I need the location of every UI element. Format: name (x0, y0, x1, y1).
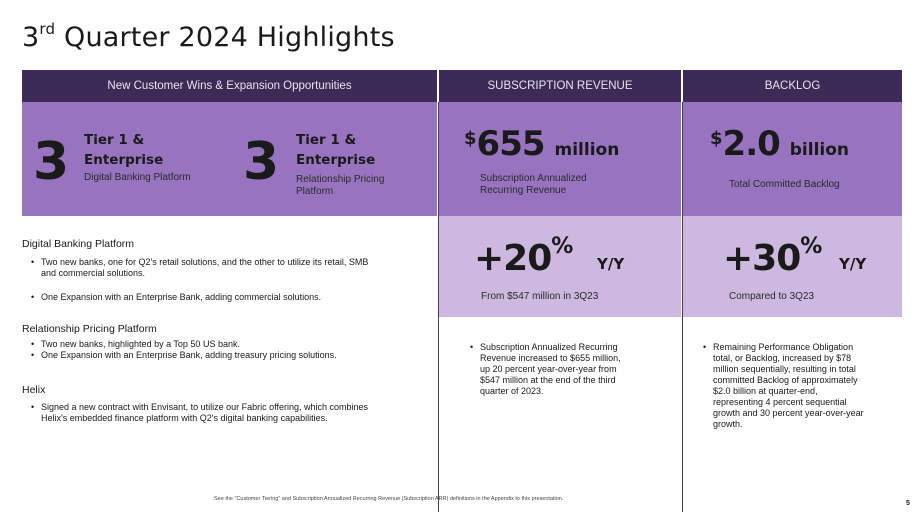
subscription-bullet: • Subscription Annualized Recurring Reve… (470, 342, 621, 396)
subscription-growth: +20% (474, 234, 573, 279)
page-number: 5 (906, 500, 910, 507)
bullet-dot-icon: • (31, 339, 35, 349)
subscription-panel (439, 102, 681, 216)
divider-left (438, 102, 439, 512)
bullet-dot-icon: • (703, 342, 707, 352)
bullet-dot-icon: • (31, 350, 35, 360)
digital-enterprise: Enterprise (84, 152, 164, 168)
backlog-panel (683, 102, 902, 216)
helix-heading: Helix (22, 384, 46, 396)
bullet-dot-icon: • (31, 292, 35, 302)
backlog-growth: +30% (723, 234, 822, 279)
backlog-yy: Y/Y (839, 255, 867, 273)
bullet-dot-icon: • (31, 402, 35, 412)
header-subscription: SUBSCRIPTION REVENUE (439, 70, 681, 102)
subscription-label-line2: Recurring Revenue (480, 185, 567, 196)
divider-right (682, 102, 683, 512)
dbp-bullet-1: • Two new banks, one for Q2's retail sol… (31, 257, 369, 278)
pricing-count: 3 (243, 132, 280, 192)
pricing-platform-line1: Relationship Pricing (296, 174, 385, 185)
dbp-heading: Digital Banking Platform (22, 238, 135, 250)
bullet-dot-icon: • (31, 257, 35, 267)
rpp-heading: Relationship Pricing Platform (22, 323, 157, 335)
page-title: 3rd Quarter 2024 Highlights (22, 20, 395, 53)
subscription-value: $655 million (464, 124, 620, 164)
subscription-growth-panel (439, 216, 681, 317)
dbp-bullet-2: • One Expansion with an Enterprise Bank,… (31, 292, 322, 302)
rpp-bullet-1: • Two new banks, highlighted by a Top 50… (31, 339, 240, 349)
footnote: See the "Customer Tiering" and Subscript… (214, 496, 564, 502)
bullet-dot-icon: • (470, 342, 474, 352)
wins-panel (22, 102, 437, 216)
backlog-bullet: • Remaining Performance Obligation total… (703, 342, 864, 429)
subscription-from: From $547 million in 3Q23 (481, 291, 599, 302)
header-wins: New Customer Wins & Expansion Opportunit… (22, 70, 437, 102)
subscription-yy: Y/Y (597, 255, 625, 273)
backlog-value: $2.0 billion (710, 124, 850, 164)
digital-tier: Tier 1 & (84, 132, 145, 148)
pricing-tier: Tier 1 & (296, 132, 357, 148)
subscription-label-line1: Subscription Annualized (480, 173, 587, 184)
pricing-enterprise: Enterprise (296, 152, 376, 168)
digital-platform: Digital Banking Platform (84, 172, 191, 183)
backlog-label: Total Committed Backlog (729, 179, 840, 190)
pricing-platform-line2: Platform (296, 186, 334, 197)
helix-bullet-1: • Signed a new contract with Envisant, t… (31, 402, 368, 423)
backlog-from: Compared to 3Q23 (729, 291, 815, 302)
backlog-growth-panel (683, 216, 902, 317)
header-backlog: BACKLOG (683, 70, 902, 102)
digital-count: 3 (33, 132, 70, 192)
rpp-bullet-2: • One Expansion with an Enterprise Bank,… (31, 350, 337, 360)
